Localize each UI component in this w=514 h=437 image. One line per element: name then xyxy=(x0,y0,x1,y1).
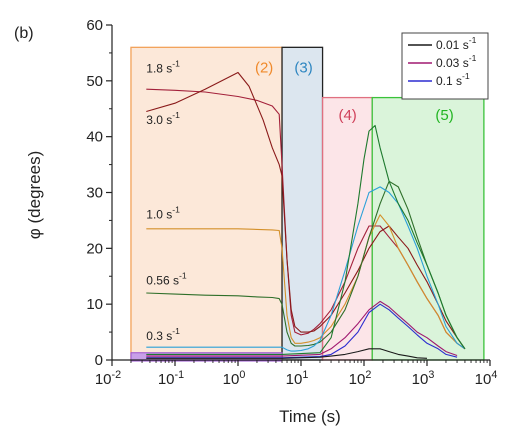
panel-label: (b) xyxy=(14,25,34,42)
x-tick-label: 10-2 xyxy=(95,369,121,388)
series-line-6 xyxy=(146,124,466,355)
x-tick-label-superscript: 1 xyxy=(302,369,308,381)
y-tick-label: 0 xyxy=(95,352,103,369)
x-tick-label-text: 10 xyxy=(158,371,175,388)
rate-annotation-3-text: 1.0 s xyxy=(146,208,172,222)
y-tick-label: 10 xyxy=(86,296,103,313)
x-axis-title: Time (s) xyxy=(279,407,341,426)
annotations: 1.8 s-13.0 s-11.0 s-10.56 s-10.3 s-1 xyxy=(146,58,187,342)
rate-annotation-3-superscript: -1 xyxy=(172,205,180,215)
x-tick-label: 103 xyxy=(412,369,435,388)
x-tick-label-superscript: 2 xyxy=(365,369,371,381)
region-labels: (2) (3) (4) (5) xyxy=(255,59,454,123)
region-5-label: (5) xyxy=(435,107,453,124)
region-4-label: (4) xyxy=(338,107,356,124)
x-tick-label-text: 10 xyxy=(412,371,429,388)
series-line-5 xyxy=(146,186,466,352)
x-tick-label: 102 xyxy=(349,369,372,388)
legend-label-3-text: 0.1 s xyxy=(436,74,462,88)
rate-annotation-2-text: 3.0 s xyxy=(146,113,172,127)
legend-label-1-text: 0.01 s xyxy=(436,38,469,52)
rate-annotation-4: 0.56 s-1 xyxy=(146,271,187,288)
x-tick-label-text: 10 xyxy=(286,371,303,388)
x-tick-label: 101 xyxy=(286,369,309,388)
series-line-2 xyxy=(146,71,466,350)
y-tick-label: 50 xyxy=(86,73,103,90)
x-tick-label-superscript: 4 xyxy=(491,369,497,381)
rate-annotation-1: 1.8 s-1 xyxy=(146,58,180,75)
region-2-box xyxy=(130,46,283,361)
legend-label-1: 0.01 s-1 xyxy=(436,35,477,52)
baseline-band xyxy=(130,352,283,362)
legend-label-3-superscript: -1 xyxy=(462,71,470,81)
legend-label-2-superscript: -1 xyxy=(469,53,477,63)
legend-label-1-superscript: -1 xyxy=(469,35,477,45)
region-5-box xyxy=(371,96,485,361)
series-line-4 xyxy=(146,180,466,350)
y-axis-title: φ (degrees) xyxy=(25,151,44,240)
rate-annotation-5: 0.3 s-1 xyxy=(146,326,180,343)
y-tick-label: 30 xyxy=(86,185,103,202)
x-tick-label-text: 10 xyxy=(95,371,112,388)
rate-annotation-1-text: 1.8 s xyxy=(146,61,172,75)
region-2-label: (2) xyxy=(255,59,273,76)
legend: 0.01 s-10.03 s-10.1 s-1 xyxy=(401,32,489,100)
legend-box xyxy=(401,32,489,100)
x-tick-label-text: 10 xyxy=(475,371,492,388)
rate-annotation-1-superscript: -1 xyxy=(172,58,180,68)
x-tick-label-text: 10 xyxy=(223,371,240,388)
x-tick-label-superscript: -1 xyxy=(175,369,185,381)
rate-annotation-5-text: 0.3 s xyxy=(146,329,172,343)
x-tick-label-superscript: -2 xyxy=(112,369,122,381)
y-tick-label: 20 xyxy=(86,240,103,257)
x-tick-label: 100 xyxy=(223,369,246,388)
series-line-9 xyxy=(146,348,428,359)
rate-annotation-3: 1.0 s-1 xyxy=(146,205,180,222)
rate-annotation-4-superscript: -1 xyxy=(179,271,187,281)
x-tick-label-superscript: 0 xyxy=(239,369,245,381)
series-line-7 xyxy=(146,300,458,357)
series xyxy=(146,71,466,359)
y-tick-label: 60 xyxy=(86,17,103,34)
legend-label-2: 0.03 s-1 xyxy=(436,53,477,70)
x-tick-label: 104 xyxy=(475,369,498,388)
legend-label-2-text: 0.03 s xyxy=(436,56,469,70)
x-tick-label-text: 10 xyxy=(349,371,366,388)
region-3-label: (3) xyxy=(294,59,312,76)
x-tick-label-superscript: 3 xyxy=(428,369,434,381)
series-line-3 xyxy=(146,214,466,350)
x-tick-label: 10-1 xyxy=(158,369,184,388)
rate-annotation-5-superscript: -1 xyxy=(172,326,180,336)
rate-annotation-4-text: 0.56 s xyxy=(146,274,179,288)
region-3-box xyxy=(281,46,324,361)
rate-annotation-2-superscript: -1 xyxy=(172,110,180,120)
y-tick-label: 40 xyxy=(86,129,103,146)
legend-label-3: 0.1 s-1 xyxy=(436,71,470,88)
rate-annotation-2: 3.0 s-1 xyxy=(146,110,180,127)
